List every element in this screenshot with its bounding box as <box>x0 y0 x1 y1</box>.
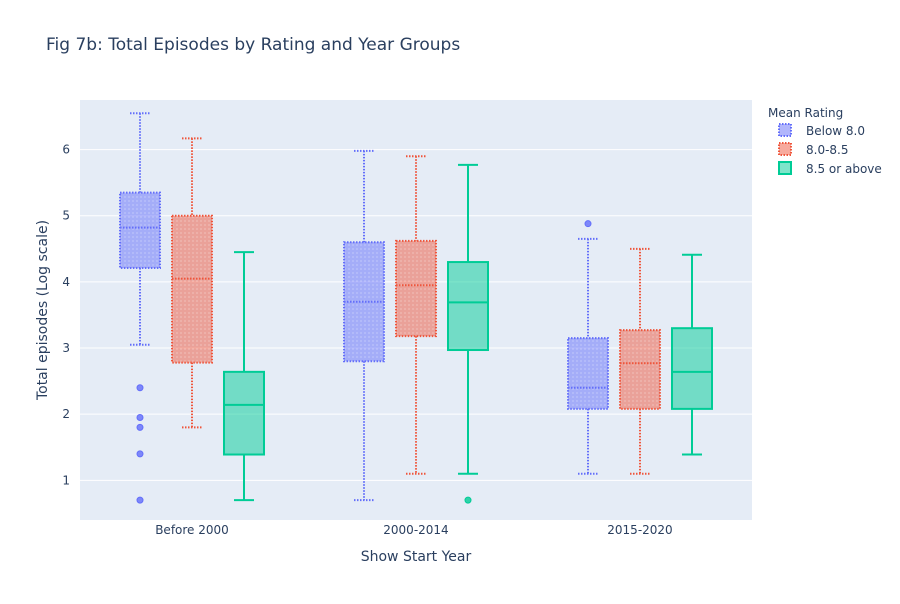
box-outline <box>671 327 713 410</box>
box-outline <box>567 337 609 410</box>
box-texture <box>172 215 212 363</box>
outlier-point <box>136 384 144 392</box>
y-axis-title: Total episodes (Log scale) <box>35 220 51 401</box>
box-series <box>119 112 713 504</box>
legend-swatch <box>778 142 792 156</box>
outlier-point <box>584 220 592 228</box>
y-tick-label: 6 <box>62 143 70 157</box>
box-8-0-8-5-2 <box>619 247 661 475</box>
outlier-point <box>136 413 144 421</box>
box-body <box>448 262 488 351</box>
box-texture <box>396 240 436 337</box>
legend: Mean Rating Below 8.0 8.0-8.5 8.5 or above <box>768 106 882 176</box>
legend-label: 8.5 or above <box>806 162 882 176</box>
y-axis-ticks: 1 2 3 4 5 6 <box>62 143 70 488</box>
legend-swatch <box>778 161 792 175</box>
outlier-point <box>136 496 144 504</box>
box-8-5-or-above-2 <box>671 253 713 456</box>
y-tick-label: 2 <box>62 407 70 421</box>
box-outline <box>447 261 489 352</box>
legend-label: Below 8.0 <box>806 124 865 138</box>
box-below-8-0-0 <box>119 112 161 504</box>
box-below-8-0-1 <box>343 149 385 502</box>
box-outline <box>223 370 265 456</box>
outlier-point <box>136 423 144 431</box>
box-body <box>672 328 712 409</box>
box-8-5-or-above-0 <box>223 251 265 502</box>
legend-item-2: 8.5 or above <box>778 161 882 176</box>
legend-swatch <box>778 123 792 137</box>
x-axis-ticks: Before 2000 2000-2014 2015-2020 <box>155 523 673 537</box>
x-axis-title: Show Start Year <box>361 549 472 565</box>
legend-item-0: Below 8.0 <box>778 123 865 138</box>
y-tick-label: 3 <box>62 341 70 355</box>
x-tick-label: 2000-2014 <box>383 523 448 537</box>
box-outline <box>395 239 437 338</box>
box-outline <box>619 329 661 410</box>
outlier-point <box>136 450 144 458</box>
x-tick-label: Before 2000 <box>155 523 229 537</box>
box-below-8-0-2 <box>567 220 609 475</box>
legend-title: Mean Rating <box>768 106 843 120</box>
box-texture <box>568 338 608 409</box>
chart-title: Fig 7b: Total Episodes by Rating and Yea… <box>46 35 460 55</box>
legend-item-1: 8.0-8.5 <box>778 142 849 157</box>
legend-label: 8.0-8.5 <box>806 143 849 157</box>
box-body <box>224 371 264 455</box>
y-tick-label: 1 <box>62 473 70 487</box>
x-tick-label: 2015-2020 <box>607 523 672 537</box>
box-8-0-8-5-0 <box>171 137 213 429</box>
y-tick-label: 5 <box>62 209 70 223</box>
outlier-point <box>464 496 472 504</box>
box-outline <box>171 214 213 364</box>
y-tick-label: 4 <box>62 275 70 289</box>
box-8-0-8-5-1 <box>395 155 437 475</box>
box-texture <box>120 192 160 268</box>
box-texture <box>620 330 660 409</box>
box-8-5-or-above-1 <box>447 163 489 504</box>
box-outline <box>119 191 161 269</box>
